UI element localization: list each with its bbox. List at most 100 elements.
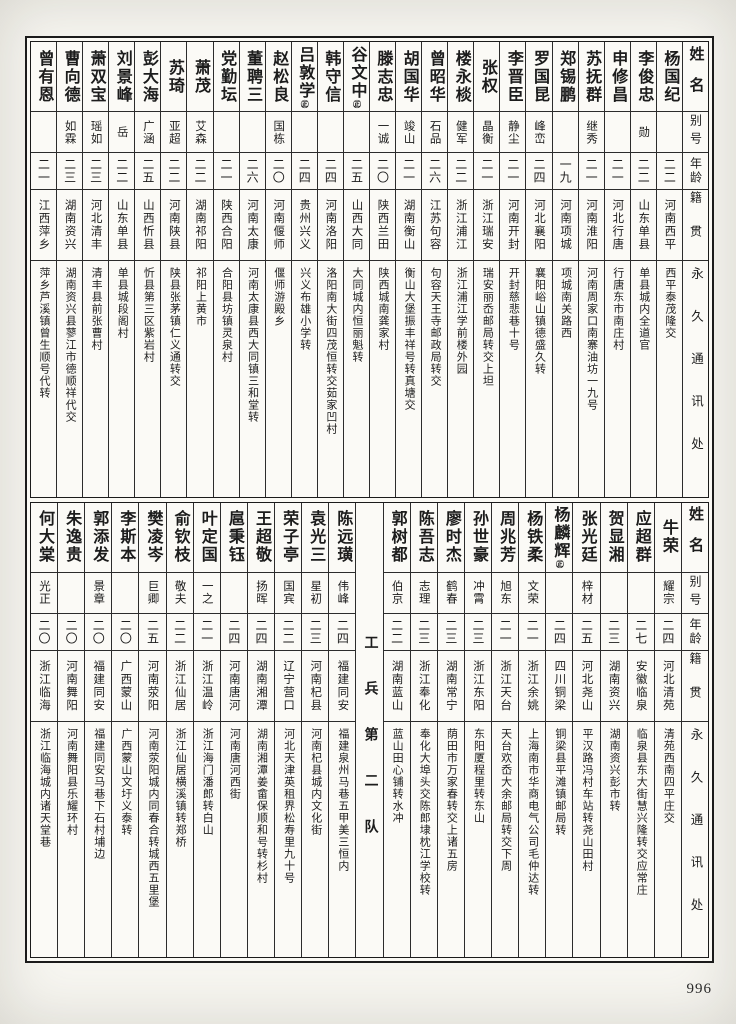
person-name: 苏抚群 xyxy=(583,49,601,104)
native-place-cell-text: 河南洛阳 xyxy=(324,199,337,251)
entry-column: 郭树都 伯京 二二 湖南蓝山 蓝山田心铺转水冲 xyxy=(383,502,411,958)
header-age-label: 年龄 xyxy=(687,617,702,646)
name-cell-text: 彭大海 xyxy=(135,50,160,104)
age-cell-text: 二二 xyxy=(389,618,404,645)
entry-column: 袁光三 星初 二三 河南杞县 河南杞县城内文化街 xyxy=(302,502,330,957)
age-cell: 二二 xyxy=(109,153,135,190)
alias-cell-text: 志理 xyxy=(417,580,430,605)
entry-column: 谷文中㊣ 二五 山西大同 大同城内恒丽魁转 xyxy=(343,42,370,497)
entry-column: 李斯本 二〇 广西蒙山 广西蒙山文圩义泰转 xyxy=(112,502,140,957)
person-name: 陈吾志 xyxy=(415,510,433,564)
age-cell-text: 二〇 xyxy=(91,618,106,645)
alias-cell: 鹤春 xyxy=(437,573,464,614)
name-cell-text: 贺显湘 xyxy=(601,510,627,564)
alias-cell: 瑶如 xyxy=(83,112,109,153)
age-cell: 二〇 xyxy=(85,614,112,651)
address-cell: 行唐东市南庄村 xyxy=(605,261,630,497)
header-native-label: 籍贯 xyxy=(687,651,702,720)
native-place-cell-text: 浙江东阳 xyxy=(471,659,484,712)
address-cell-text: 单县城段阁村 xyxy=(116,267,129,339)
address-cell: 河南舞阳县乐耀环村 xyxy=(58,722,84,958)
name-cell: 曾昭华 xyxy=(422,42,448,112)
alias-cell-text: 星初 xyxy=(309,580,322,605)
age-cell-text: 二三 xyxy=(470,618,485,645)
age-cell: 二一 xyxy=(31,153,57,190)
alias-cell xyxy=(656,112,682,153)
unit-divider-column: 工兵第二队 xyxy=(356,502,384,957)
alias-cell-text: 广涵 xyxy=(141,119,154,145)
address-cell: 兴义布雄小学转 xyxy=(292,261,317,497)
name-cell-text: 刘景峰 xyxy=(109,50,134,104)
native-place-cell-text: 安徽临泉 xyxy=(634,659,647,712)
address-cell: 萍乡芦溪镇曾生顺号代转 xyxy=(31,261,56,497)
header-alias-label: 别号 xyxy=(688,114,703,150)
native-place-cell: 河北尧山 xyxy=(573,651,600,722)
name-cell: 赵松良 xyxy=(265,42,291,112)
address-cell: 开封慈悲巷十号 xyxy=(500,261,525,497)
name-cell-text: 郭树都 xyxy=(384,510,410,564)
name-cell-text: 谷文中㊣ xyxy=(344,46,369,108)
header-address-cell: 永久通讯处 xyxy=(682,722,708,958)
entry-column: 楼永棪 健军 二二 浙江浦江 浙江浦江学前楼外园 xyxy=(448,42,475,497)
name-cell: 申修昌 xyxy=(604,42,630,112)
alias-cell-text: 巨卿 xyxy=(146,580,159,605)
name-circled-mark: ㊣ xyxy=(555,560,565,568)
address-cell-text: 湖南湘潭姜畲保顺和号转杉村 xyxy=(255,727,268,884)
age-cell-text: 二四 xyxy=(335,618,350,645)
native-place-cell-text: 湖南湘潭 xyxy=(254,659,267,712)
alias-cell: 星初 xyxy=(302,573,329,614)
alias-cell: 敬夫 xyxy=(166,573,193,614)
name-cell: 韩守信 xyxy=(317,42,343,112)
alias-cell-text: 亚超 xyxy=(167,119,180,145)
entry-column: 何大棠 光正 二〇 浙江临海 浙江临海城内诸天堂巷 xyxy=(31,502,58,957)
name-cell-text: 党勤坛 xyxy=(214,50,239,104)
age-cell: 二〇 xyxy=(112,614,139,651)
native-place-cell: 江苏句容 xyxy=(422,190,448,261)
address-cell-text: 陕县张茅镇仁义通转交 xyxy=(168,267,181,387)
page-number: 996 xyxy=(686,981,712,997)
address-cell-text: 偃师游殿乡 xyxy=(272,267,285,327)
age-cell-text: 二二 xyxy=(662,158,677,184)
native-place-cell-text: 陕西兰田 xyxy=(376,199,389,251)
person-name: 陈远璜 xyxy=(334,510,352,564)
person-name: 党勤坛 xyxy=(218,49,236,104)
address-cell-text: 河南杞县城内文化街 xyxy=(309,727,322,836)
header-native-cell: 籍贯 xyxy=(681,651,708,722)
age-cell: 二二 xyxy=(383,614,410,651)
header-column: 姓名 别号 年龄 籍贯 永久通讯处 xyxy=(681,503,708,958)
address-cell-text: 合阳县坊镇灵泉村 xyxy=(220,267,233,363)
alias-cell: 如霖 xyxy=(57,112,83,153)
address-cell-text: 上海南市华商电气公司毛仲达转 xyxy=(526,727,539,896)
age-cell: 二四 xyxy=(546,614,573,651)
alias-cell: 伟峰 xyxy=(329,573,356,614)
native-place-cell-text: 河南杞县 xyxy=(309,659,322,712)
address-cell: 合阳县坊镇灵泉村 xyxy=(214,261,239,497)
alias-cell: 岳 xyxy=(109,112,135,153)
name-circled-mark: ㊣ xyxy=(300,99,310,108)
native-place-cell: 河南项城 xyxy=(552,190,578,261)
entry-column: 荣子亭 国宾 二二 辽宁营口 河北天津英租界松寿里九十号 xyxy=(275,502,303,957)
address-cell: 蓝山田心铺转水冲 xyxy=(384,722,410,958)
entry-column: 张权 晶衡 二一 浙江瑞安 瑞安丽岙邮局转交上坦 xyxy=(474,42,501,497)
address-cell-text: 萍乡芦溪镇曾生顺号代转 xyxy=(38,267,50,399)
header-name-cell: 姓名 xyxy=(682,42,708,112)
age-cell: 二〇 xyxy=(31,614,57,651)
address-cell: 福建同安马巷下石村埔边 xyxy=(85,722,111,958)
name-cell-text: 曹向德 xyxy=(57,50,82,104)
header-name-cell: 姓名 xyxy=(681,503,708,573)
native-place-cell-text: 河南淮阳 xyxy=(585,199,598,251)
age-cell-text: 二二 xyxy=(114,158,129,184)
name-cell: 叶定国 xyxy=(193,503,220,573)
alias-cell xyxy=(58,573,85,614)
address-cell: 清苑西南四平庄交 xyxy=(655,722,681,958)
entry-column: 张光廷 梓材 二五 河北尧山 平汉路冯村车站转尧山田村 xyxy=(573,502,601,957)
name-cell: 王超敬 xyxy=(247,503,274,573)
address-cell: 临泉县东大街慧兴隆转交应常庄 xyxy=(628,722,654,958)
age-cell-text: 二一 xyxy=(219,158,234,184)
age-cell: 二四 xyxy=(654,614,681,651)
age-cell-text: 二一 xyxy=(199,618,214,645)
age-cell-text: 二五 xyxy=(140,158,155,184)
alias-cell-text: 晶衡 xyxy=(480,119,493,145)
name-cell: 张权 xyxy=(474,42,500,112)
name-cell: 党勤坛 xyxy=(213,42,239,112)
